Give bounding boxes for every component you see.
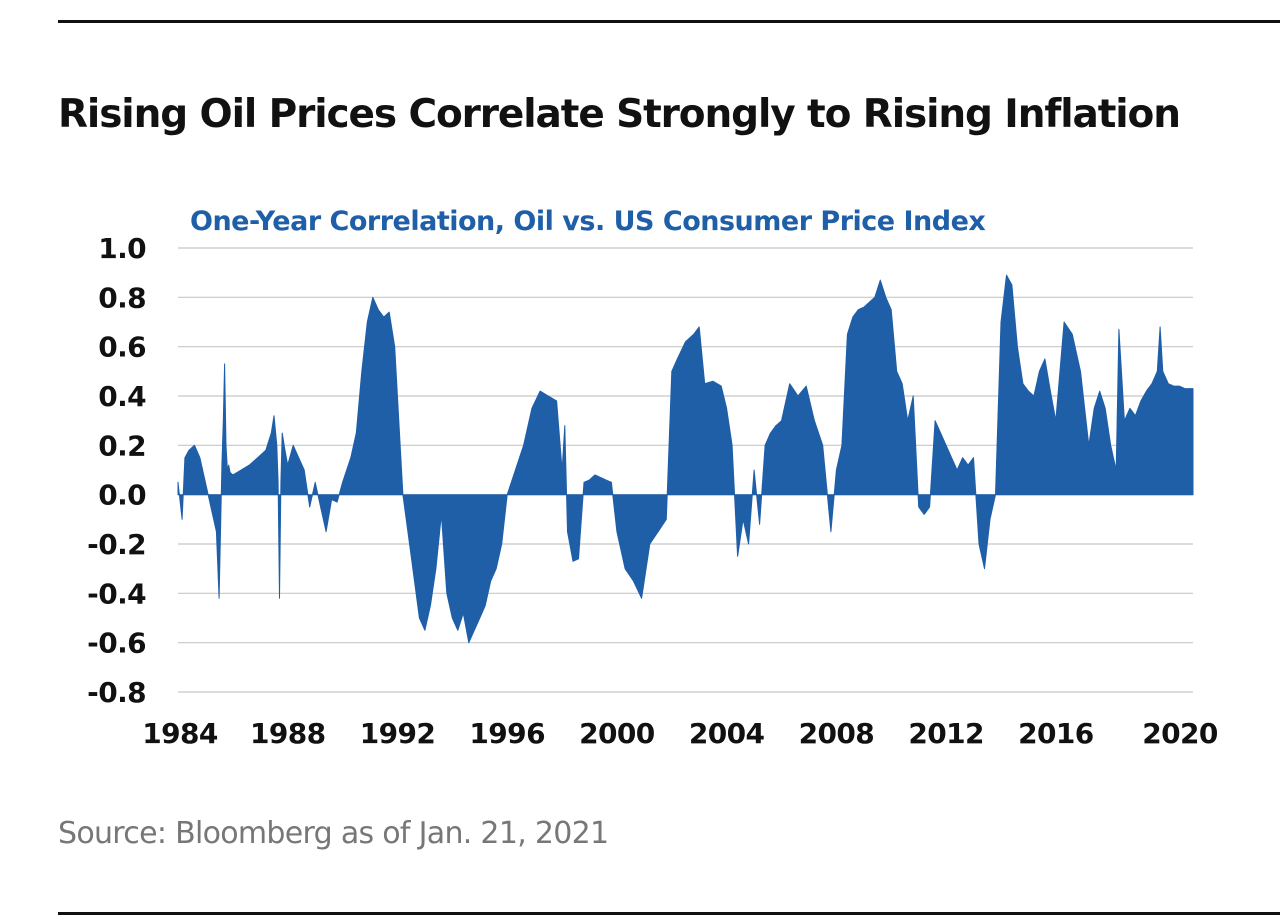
y-axis-ticks: -0.8 -0.6 -0.4 -0.2 0.0 0.2 0.4 0.6 0.8 1.0	[87, 232, 147, 709]
y-tick-label: -0.6	[87, 627, 146, 660]
x-tick-label: 2004	[689, 717, 765, 750]
chart-svg: One-Year Correlation, Oil vs. US Consume…	[87, 206, 1218, 750]
x-tick-label: 1984	[142, 717, 218, 750]
x-tick-label: 1988	[250, 717, 326, 750]
x-tick-label: 2020	[1142, 717, 1218, 750]
x-tick-label: 1996	[469, 717, 545, 750]
y-tick-label: -0.8	[87, 676, 146, 709]
top-rule	[58, 20, 1280, 23]
x-tick-label: 2008	[799, 717, 875, 750]
x-tick-label: 2012	[908, 717, 984, 750]
y-tick-label: 1.0	[98, 232, 146, 265]
x-tick-label: 1992	[360, 717, 436, 750]
y-tick-label: 0.0	[98, 479, 146, 512]
y-tick-label: 0.2	[98, 429, 146, 462]
x-tick-label: 2000	[579, 717, 655, 750]
chart: One-Year Correlation, Oil vs. US Consume…	[0, 190, 1280, 760]
y-tick-label: -0.2	[87, 528, 146, 561]
x-axis-ticks: 1984 1988 1992 1996 2000 2004 2008 2012 2016 2020	[142, 717, 1218, 750]
y-tick-label: 0.8	[98, 281, 146, 314]
chart-subtitle: One-Year Correlation, Oil vs. US Consume…	[190, 206, 985, 237]
bottom-rule	[58, 912, 1280, 915]
y-tick-label: -0.4	[87, 577, 146, 610]
y-tick-label: 0.4	[98, 380, 146, 413]
correlation-area	[177, 274, 1194, 644]
x-tick-label: 2016	[1018, 717, 1094, 750]
area-layer	[177, 274, 1194, 644]
y-tick-label: 0.6	[98, 331, 146, 364]
source-note: Source: Bloomberg as of Jan. 21, 2021	[58, 816, 609, 851]
headline: Rising Oil Prices Correlate Strongly to …	[58, 92, 1181, 137]
